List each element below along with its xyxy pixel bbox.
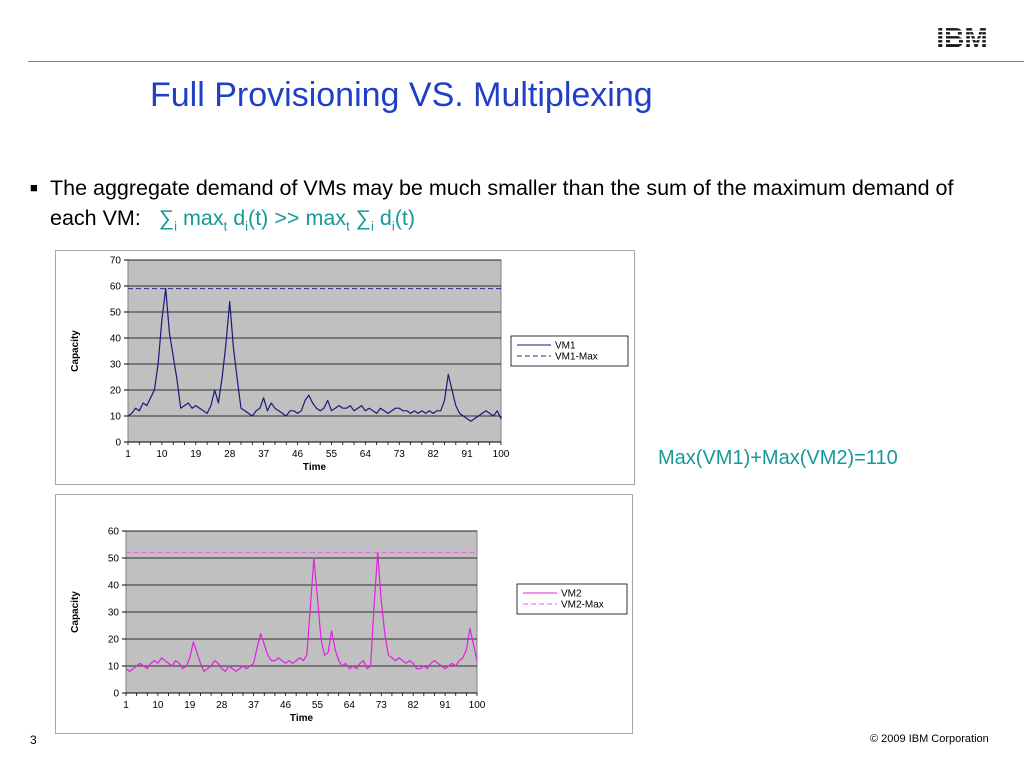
vm1-y-tick-label: 50: [110, 308, 122, 319]
vm2-y-tick-label: 50: [108, 554, 120, 565]
vm2-x-tick-label: 46: [280, 700, 292, 711]
max-sum-note: Max(VM1)+Max(VM2)=110: [658, 447, 898, 469]
vm2-y-tick-label: 0: [113, 689, 119, 700]
vm1-y-tick-label: 20: [110, 386, 122, 397]
vm2-x-axis-label: Time: [290, 713, 314, 724]
vm1-x-tick-label: 64: [360, 449, 372, 460]
vm2-x-tick-label: 28: [216, 700, 228, 711]
vm1-y-tick-label: 30: [110, 360, 122, 371]
vm1-y-axis-label: Capacity: [70, 330, 81, 372]
formula: ∑i maxt di(t) >> maxt ∑i di(t): [158, 206, 416, 234]
vm1-y-tick-label: 70: [110, 256, 122, 267]
vm2-y-tick-label: 40: [108, 581, 120, 592]
vm2-x-tick-label: 10: [152, 700, 164, 711]
vm1-chart-svg: 0 10 20 30 40 50 60 70 1 10 19 28 37 46 55 64 73 82 91 100 T…: [70, 256, 629, 473]
vm2-chart-svg: 0 10 20 30 40 50 60 1 10 19 28 37 46 55 64 73 82 91 100 Tim…: [70, 527, 628, 724]
vm2-x-tick-label: 100: [469, 700, 486, 711]
vm1-legend-label: VM1-Max: [555, 352, 598, 363]
vm2-y-tick-label: 30: [108, 608, 120, 619]
vm1-x-tick-label: 37: [258, 449, 270, 460]
vm1-x-tick-label: 91: [462, 449, 474, 460]
bullet-square-icon: ■: [30, 180, 38, 195]
vm1-x-tick-label: 82: [428, 449, 440, 460]
vm1-x-tick-label: 10: [156, 449, 168, 460]
vm2-y-tick-label: 10: [108, 662, 120, 673]
page-number: 3: [30, 733, 37, 747]
vm2-x-tick-label: 1: [123, 700, 129, 711]
vm2-chart: 0 10 20 30 40 50 60 1 10 19 28 37 46 55 64 73 82 91 100 Tim…: [55, 494, 633, 734]
bullet-text: The aggregate demand of VMs may be much …: [50, 173, 970, 241]
ibm-logo: IBM: [928, 22, 996, 53]
vm1-y-tick-label: 60: [110, 282, 122, 293]
vm2-y-tick-label: 20: [108, 635, 120, 646]
vm1-x-tick-label: 28: [224, 449, 236, 460]
vm2-y-axis-label: Capacity: [70, 591, 81, 633]
vm2-y-tick-label: 60: [108, 527, 120, 538]
vm2-x-tick-label: 37: [248, 700, 260, 711]
vm1-y-tick-label: 40: [110, 334, 122, 345]
slide-title: Full Provisioning VS. Multiplexing: [150, 76, 653, 114]
vm1-x-tick-label: 73: [394, 449, 406, 460]
vm1-chart: 0 10 20 30 40 50 60 70 1 10 19 28 37 46 55 64 73 82 91 100 T…: [55, 250, 635, 485]
vm1-x-tick-label: 100: [493, 449, 510, 460]
vm2-x-tick-label: 91: [440, 700, 452, 711]
vm1-x-axis-label: Time: [303, 462, 327, 473]
vm1-series-vm1: [127, 288, 502, 422]
vm2-x-tick-label: 55: [312, 700, 324, 711]
vm2-x-tick-label: 19: [184, 700, 196, 711]
copyright: © 2009 IBM Corporation: [870, 733, 989, 745]
vm1-legend-label: VM1: [555, 341, 576, 352]
vm1-plot-area: [127, 259, 502, 443]
vm1-y-tick-label: 0: [115, 438, 121, 449]
vm1-x-tick-label: 46: [292, 449, 304, 460]
vm1-y-tick-label: 10: [110, 412, 122, 423]
vm2-x-tick-label: 73: [376, 700, 388, 711]
header-rule: [28, 61, 1024, 62]
vm1-x-tick-label: 19: [190, 449, 202, 460]
vm1-x-tick-label: 55: [326, 449, 338, 460]
bullet-text-body: The aggregate demand of VMs may be much …: [50, 176, 954, 230]
vm2-legend-label: VM2: [561, 589, 582, 600]
vm2-x-tick-label: 64: [344, 700, 356, 711]
vm2-legend-label: VM2-Max: [561, 600, 604, 611]
vm1-legend: [510, 335, 629, 367]
vm2-x-tick-label: 82: [408, 700, 420, 711]
vm2-legend: [516, 583, 628, 615]
vm1-x-tick-label: 1: [125, 449, 131, 460]
vm2-series-vm2: [125, 552, 478, 672]
